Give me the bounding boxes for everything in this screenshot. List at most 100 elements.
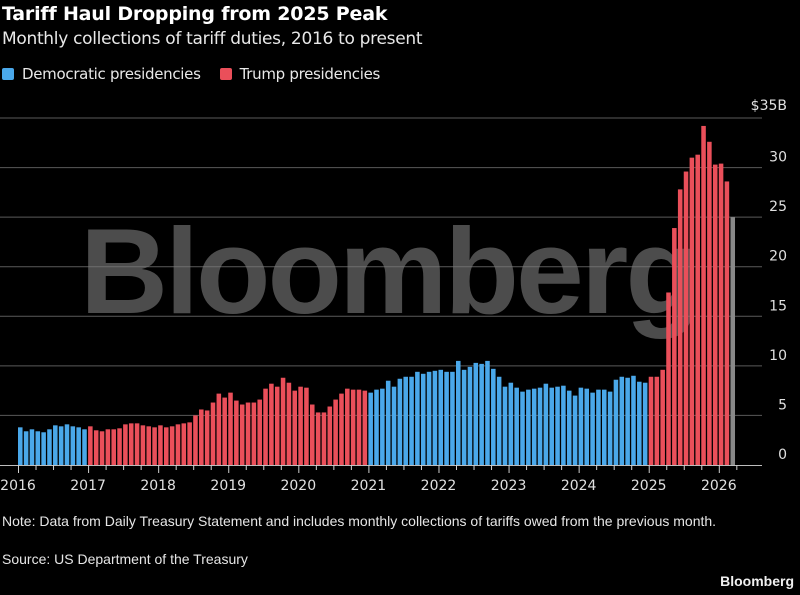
bar [315, 412, 321, 465]
bar [596, 389, 601, 465]
bar [695, 154, 700, 465]
source-line: Source: US Department of the Treasury [2, 551, 248, 567]
bar [654, 376, 660, 465]
bar [531, 388, 537, 465]
legend-label-trump: Trump presidencies [239, 65, 381, 83]
bar [199, 409, 204, 465]
bar [187, 422, 192, 465]
bar [216, 393, 222, 465]
bar [158, 425, 163, 465]
bar [712, 164, 718, 465]
bar [625, 377, 630, 465]
bar [707, 141, 712, 465]
chart-subtitle: Monthly collections of tariff duties, 20… [2, 29, 423, 49]
y-tick-label: 15 [769, 298, 787, 314]
bar [543, 383, 549, 465]
x-tick-label: 2017 [70, 478, 106, 494]
bar [374, 389, 379, 465]
bar [496, 376, 502, 465]
bar [613, 379, 619, 465]
x-tick-label: 2025 [631, 478, 667, 494]
bar [718, 163, 724, 466]
x-tick-label: 2021 [351, 478, 387, 494]
bar [555, 386, 560, 465]
bars [18, 125, 736, 466]
bar [175, 424, 181, 465]
bar [724, 181, 730, 465]
bar [403, 376, 408, 465]
x-tick-label: 2026 [701, 478, 737, 494]
bar [514, 387, 519, 465]
bar [607, 391, 613, 465]
bar [648, 376, 654, 465]
bar [461, 369, 467, 465]
y-tick-label: 30 [769, 150, 787, 166]
bar [642, 382, 648, 465]
bar [456, 360, 461, 465]
bar [111, 429, 116, 465]
bar [99, 431, 105, 465]
legend-item-democratic: Democratic presidencies [2, 65, 201, 83]
gridlines [0, 117, 762, 416]
chart-title: Tariff Haul Dropping from 2025 Peak [2, 3, 388, 25]
bar [584, 388, 590, 465]
bar [356, 389, 362, 465]
bar [701, 125, 706, 466]
bar [619, 376, 625, 465]
bar [385, 380, 391, 465]
x-tick-label: 2019 [210, 478, 246, 494]
bar [292, 390, 298, 465]
bar [164, 427, 169, 465]
bar [572, 395, 578, 465]
bar [93, 430, 99, 465]
bar [479, 363, 484, 465]
bar [590, 392, 595, 465]
bar [420, 373, 426, 465]
bar [321, 412, 327, 465]
bar [368, 392, 373, 465]
x-tick-label: 2016 [0, 478, 36, 494]
bar [333, 399, 338, 465]
bar [228, 392, 233, 465]
y-tick-label: 5 [778, 397, 787, 413]
bar [350, 389, 356, 465]
bar [245, 402, 251, 465]
bar [485, 360, 490, 465]
bar [537, 387, 543, 465]
bar [473, 362, 479, 465]
bar [362, 390, 368, 465]
bar [82, 429, 87, 465]
x-tick-label: 2024 [561, 478, 597, 494]
bar [397, 378, 403, 465]
bar [152, 427, 157, 465]
legend-swatch-trump [219, 68, 232, 80]
bar [35, 431, 41, 465]
bar [88, 426, 93, 465]
bar [660, 369, 665, 465]
bar [520, 391, 525, 465]
y-tick-label: 25 [769, 199, 787, 215]
bar [58, 426, 64, 465]
bar [64, 424, 70, 465]
bar [637, 381, 642, 465]
bar [204, 410, 210, 465]
bar [672, 228, 677, 465]
bar [286, 382, 292, 465]
bloomberg-watermark: Bloomberg [80, 203, 697, 339]
legend-item-trump: Trump presidencies [219, 65, 381, 83]
bar [566, 390, 572, 465]
legend: Democratic presidencies Trump presidenci… [2, 65, 399, 83]
y-tick-label: 0 [778, 447, 787, 463]
bar [683, 171, 689, 465]
bar [432, 370, 438, 465]
bar [561, 385, 566, 465]
x-tick-label: 2018 [140, 478, 176, 494]
legend-label-democratic: Democratic presidencies [22, 65, 201, 83]
bar [123, 424, 128, 465]
bar [70, 426, 76, 465]
bar [631, 375, 636, 465]
bloomberg-logo: Bloomberg [720, 573, 794, 589]
bar [327, 406, 333, 465]
bar [210, 402, 216, 465]
bar [491, 368, 496, 465]
